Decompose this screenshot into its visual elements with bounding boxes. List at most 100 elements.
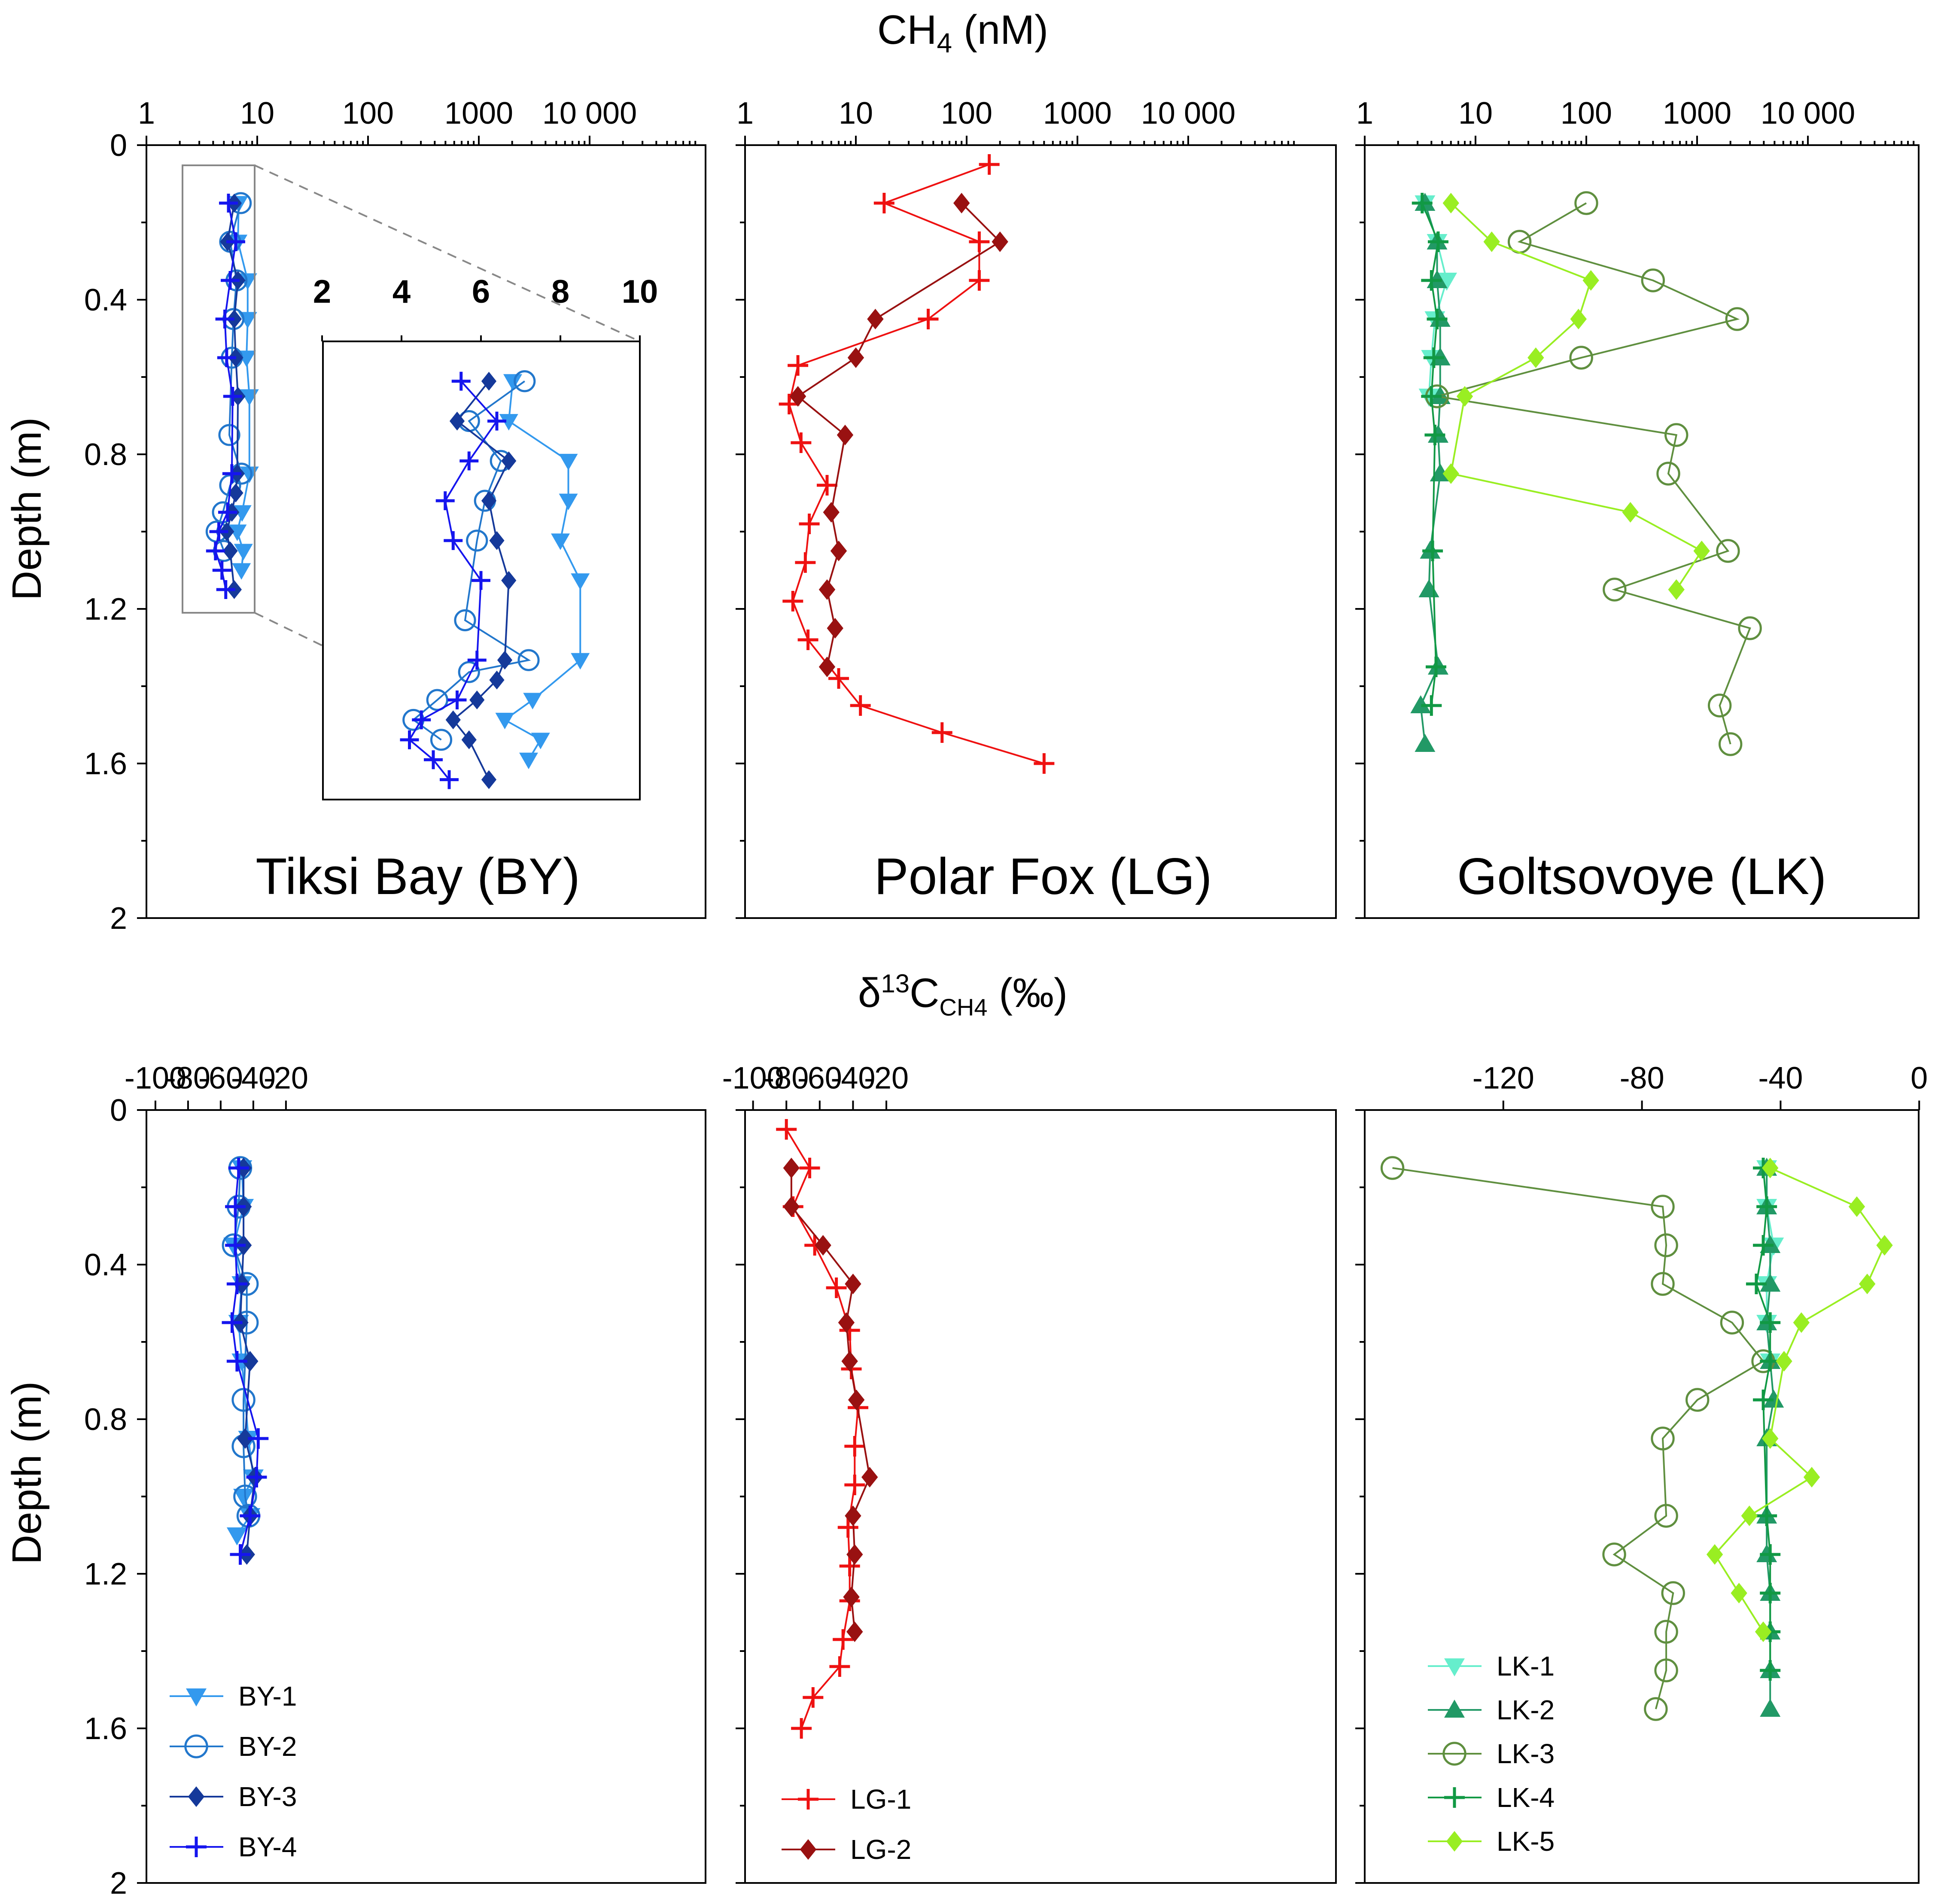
point-LG-1: [918, 309, 939, 329]
point-BY-4: [222, 1312, 243, 1333]
y-tick-label: 1.2: [84, 1557, 127, 1591]
point-LK-5: [1483, 231, 1500, 252]
inset-x-tick-label: 10: [622, 274, 658, 310]
inset-point-BY-4: [451, 371, 471, 391]
inset-point-BY-1: [519, 752, 538, 770]
point-LG-2: [818, 579, 836, 600]
legend-marker-LK-4: [1444, 1787, 1465, 1808]
x-tick-label: -80: [1620, 1061, 1664, 1095]
inset-point-BY-3: [481, 491, 497, 511]
y-tick-label: 0.4: [84, 283, 127, 317]
x-tick-label: 10: [839, 96, 873, 131]
point-BY-3: [222, 541, 238, 560]
inset-point-BY-1: [551, 533, 570, 550]
point-BY-1: [232, 563, 251, 580]
point-LK-3: [1718, 732, 1743, 756]
inset-point-BY-4: [447, 690, 467, 710]
panel-tiksi-bay-d13c: -100-80-60-40-20 0 0.4 0.8 1.2 1.6 2: [84, 1061, 706, 1901]
inset-point-BY-4: [459, 451, 479, 471]
legend-label-BY-3: BY-3: [238, 1781, 297, 1812]
point-LG-1: [844, 1475, 865, 1495]
x-tick-label: -80: [166, 1061, 210, 1095]
point-LK-3: [1738, 616, 1762, 640]
point-LK-3: [1685, 1388, 1710, 1412]
point-LK-4: [1412, 193, 1433, 213]
point-LG-1: [828, 668, 849, 689]
point-LK-5: [1693, 541, 1710, 561]
point-LK-4: [1421, 695, 1442, 716]
panel-polar-fox-ch4: 1 10 100 1000 10 000: [736, 96, 1337, 919]
point-LK-5: [1527, 347, 1544, 368]
point-BY-4: [225, 1196, 246, 1217]
panel-title-tiksi-bay: Tiksi Bay (BY): [256, 848, 580, 905]
point-BY-4: [230, 1544, 251, 1565]
point-LK-3: [1380, 1156, 1405, 1180]
inset-point-BY-2: [517, 649, 540, 671]
point-LG-1: [844, 1436, 865, 1457]
point-LK-4: [1760, 1312, 1781, 1333]
point-LK-5: [1456, 386, 1473, 407]
point-BY-3: [228, 484, 243, 502]
point-BY-4: [221, 271, 240, 290]
point-LG-2: [953, 193, 970, 213]
point-LK-3: [1720, 1311, 1744, 1335]
point-LK-3: [1651, 1426, 1675, 1451]
point-LK-5: [1793, 1312, 1810, 1333]
inset-point-BY-3: [469, 690, 485, 710]
legend-label-LK-1: LK-1: [1497, 1651, 1555, 1682]
point-LG-2: [815, 1235, 831, 1256]
inset-point-BY-3: [489, 670, 505, 690]
x-tick-label: -100: [722, 1061, 784, 1095]
x-tick-label: 10: [1458, 96, 1493, 131]
inset-point-BY-3: [461, 730, 477, 749]
point-LK-5: [1570, 309, 1587, 329]
inset-point-BY-3: [449, 411, 465, 431]
inset-x-tick-label: 6: [472, 274, 490, 310]
panel-frame: [1364, 144, 1920, 919]
point-LG-1: [788, 355, 809, 376]
legend-label-BY-1: BY-1: [238, 1681, 297, 1712]
inset-point-BY-1: [495, 712, 514, 730]
depth-axis-title-bottom: Depth (m): [4, 1381, 50, 1565]
inset-point-BY-1: [571, 653, 590, 670]
zoom-connector: [254, 164, 640, 342]
point-LK-4: [1421, 386, 1442, 407]
point-LG-2: [848, 1390, 865, 1410]
point-LG-2: [818, 657, 836, 677]
point-BY-4: [209, 522, 228, 541]
point-BY-4: [226, 1351, 247, 1372]
point-BY-2: [218, 424, 240, 446]
x-tick-label: 10 000: [1141, 96, 1235, 131]
point-LK-5: [1442, 193, 1459, 213]
inset-x-tick-label: 8: [551, 274, 569, 310]
point-LG-1: [817, 475, 838, 496]
inset-point-BY-4: [435, 491, 455, 511]
point-LG-2: [789, 386, 806, 407]
x-tick-label: -100: [125, 1061, 186, 1095]
x-tick-label: -80: [764, 1061, 809, 1095]
point-LK-3: [1651, 1272, 1675, 1296]
point-LK-5: [1876, 1235, 1893, 1256]
inset-point-BY-2: [458, 661, 480, 683]
inset-point-BY-3: [489, 531, 505, 550]
x-tick-label: -20: [864, 1061, 909, 1095]
point-LK-4: [1427, 231, 1448, 252]
inset-x-tick-label: 2: [313, 274, 331, 310]
point-LK-4: [1746, 1274, 1767, 1294]
inset-x-tick-label: 4: [392, 274, 411, 310]
point-LG-1: [1034, 753, 1055, 774]
point-LK-5: [1776, 1351, 1792, 1372]
point-LK-5: [1848, 1196, 1865, 1217]
ch4-axis-title: CH4 (nM): [877, 7, 1048, 58]
inset-point-BY-4: [400, 730, 419, 749]
point-BY-4: [248, 1428, 269, 1449]
point-LK-3: [1654, 1658, 1678, 1682]
point-BY-2: [231, 1388, 256, 1412]
point-LG-1: [979, 154, 1000, 175]
panel-goltsovoye-ch4: 1 10 100 1000 10 000: [1355, 96, 1920, 919]
point-LK-5: [1803, 1467, 1820, 1487]
point-LK-3: [1654, 1233, 1678, 1257]
point-BY-1: [233, 1489, 254, 1507]
legend-marker-LK-3: [1442, 1742, 1466, 1766]
